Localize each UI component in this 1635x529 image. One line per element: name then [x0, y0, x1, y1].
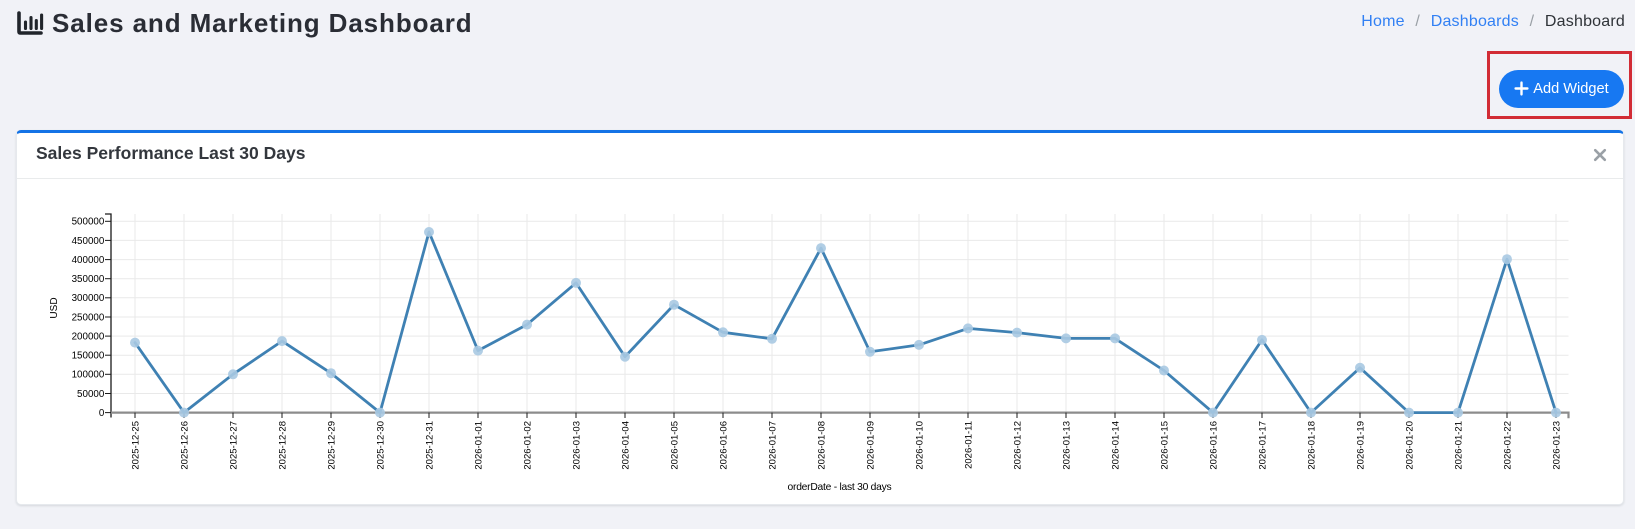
svg-text:2026-01-06: 2026-01-06	[718, 421, 729, 470]
svg-text:2026-01-14: 2026-01-14	[1110, 421, 1121, 470]
svg-text:2026-01-08: 2026-01-08	[816, 421, 827, 470]
svg-text:50000: 50000	[77, 389, 105, 400]
svg-text:2025-12-25: 2025-12-25	[130, 421, 141, 470]
svg-text:2026-01-05: 2026-01-05	[669, 421, 680, 470]
svg-text:150000: 150000	[72, 351, 105, 362]
svg-text:2025-12-31: 2025-12-31	[424, 421, 435, 470]
svg-text:200000: 200000	[72, 332, 105, 343]
svg-text:2026-01-23: 2026-01-23	[1551, 421, 1562, 470]
svg-text:2026-01-21: 2026-01-21	[1453, 421, 1464, 470]
svg-text:0: 0	[99, 408, 105, 419]
svg-text:100000: 100000	[72, 370, 105, 381]
svg-text:2026-01-04: 2026-01-04	[620, 421, 631, 470]
svg-text:2026-01-02: 2026-01-02	[522, 421, 533, 470]
svg-text:2026-01-11: 2026-01-11	[963, 421, 974, 469]
svg-text:2026-01-12: 2026-01-12	[1012, 421, 1023, 470]
svg-text:2026-01-19: 2026-01-19	[1355, 421, 1366, 470]
svg-text:2025-12-29: 2025-12-29	[326, 421, 337, 470]
svg-text:2025-12-30: 2025-12-30	[375, 421, 386, 470]
svg-text:2026-01-03: 2026-01-03	[571, 421, 582, 470]
svg-text:USD: USD	[49, 297, 60, 318]
svg-text:400000: 400000	[72, 255, 105, 266]
svg-text:2025-12-28: 2025-12-28	[277, 421, 288, 470]
svg-text:500000: 500000	[72, 217, 105, 228]
svg-text:350000: 350000	[72, 274, 105, 285]
svg-text:2026-01-01: 2026-01-01	[473, 421, 484, 470]
svg-text:2026-01-07: 2026-01-07	[767, 421, 778, 470]
svg-text:2026-01-09: 2026-01-09	[865, 421, 876, 470]
svg-text:2026-01-17: 2026-01-17	[1257, 421, 1268, 470]
svg-text:2026-01-16: 2026-01-16	[1208, 421, 1219, 470]
svg-text:2026-01-22: 2026-01-22	[1502, 421, 1513, 470]
svg-text:2026-01-18: 2026-01-18	[1306, 421, 1317, 470]
svg-text:2026-01-15: 2026-01-15	[1159, 421, 1170, 470]
svg-text:450000: 450000	[72, 236, 105, 247]
svg-text:2026-01-10: 2026-01-10	[914, 421, 925, 470]
svg-text:2026-01-13: 2026-01-13	[1061, 421, 1072, 470]
svg-text:250000: 250000	[72, 312, 105, 323]
svg-text:300000: 300000	[72, 293, 105, 304]
svg-text:2025-12-26: 2025-12-26	[179, 421, 190, 470]
svg-text:orderDate - last 30 days: orderDate - last 30 days	[788, 482, 892, 493]
svg-text:2026-01-20: 2026-01-20	[1404, 421, 1415, 470]
svg-text:2025-12-27: 2025-12-27	[228, 421, 239, 470]
